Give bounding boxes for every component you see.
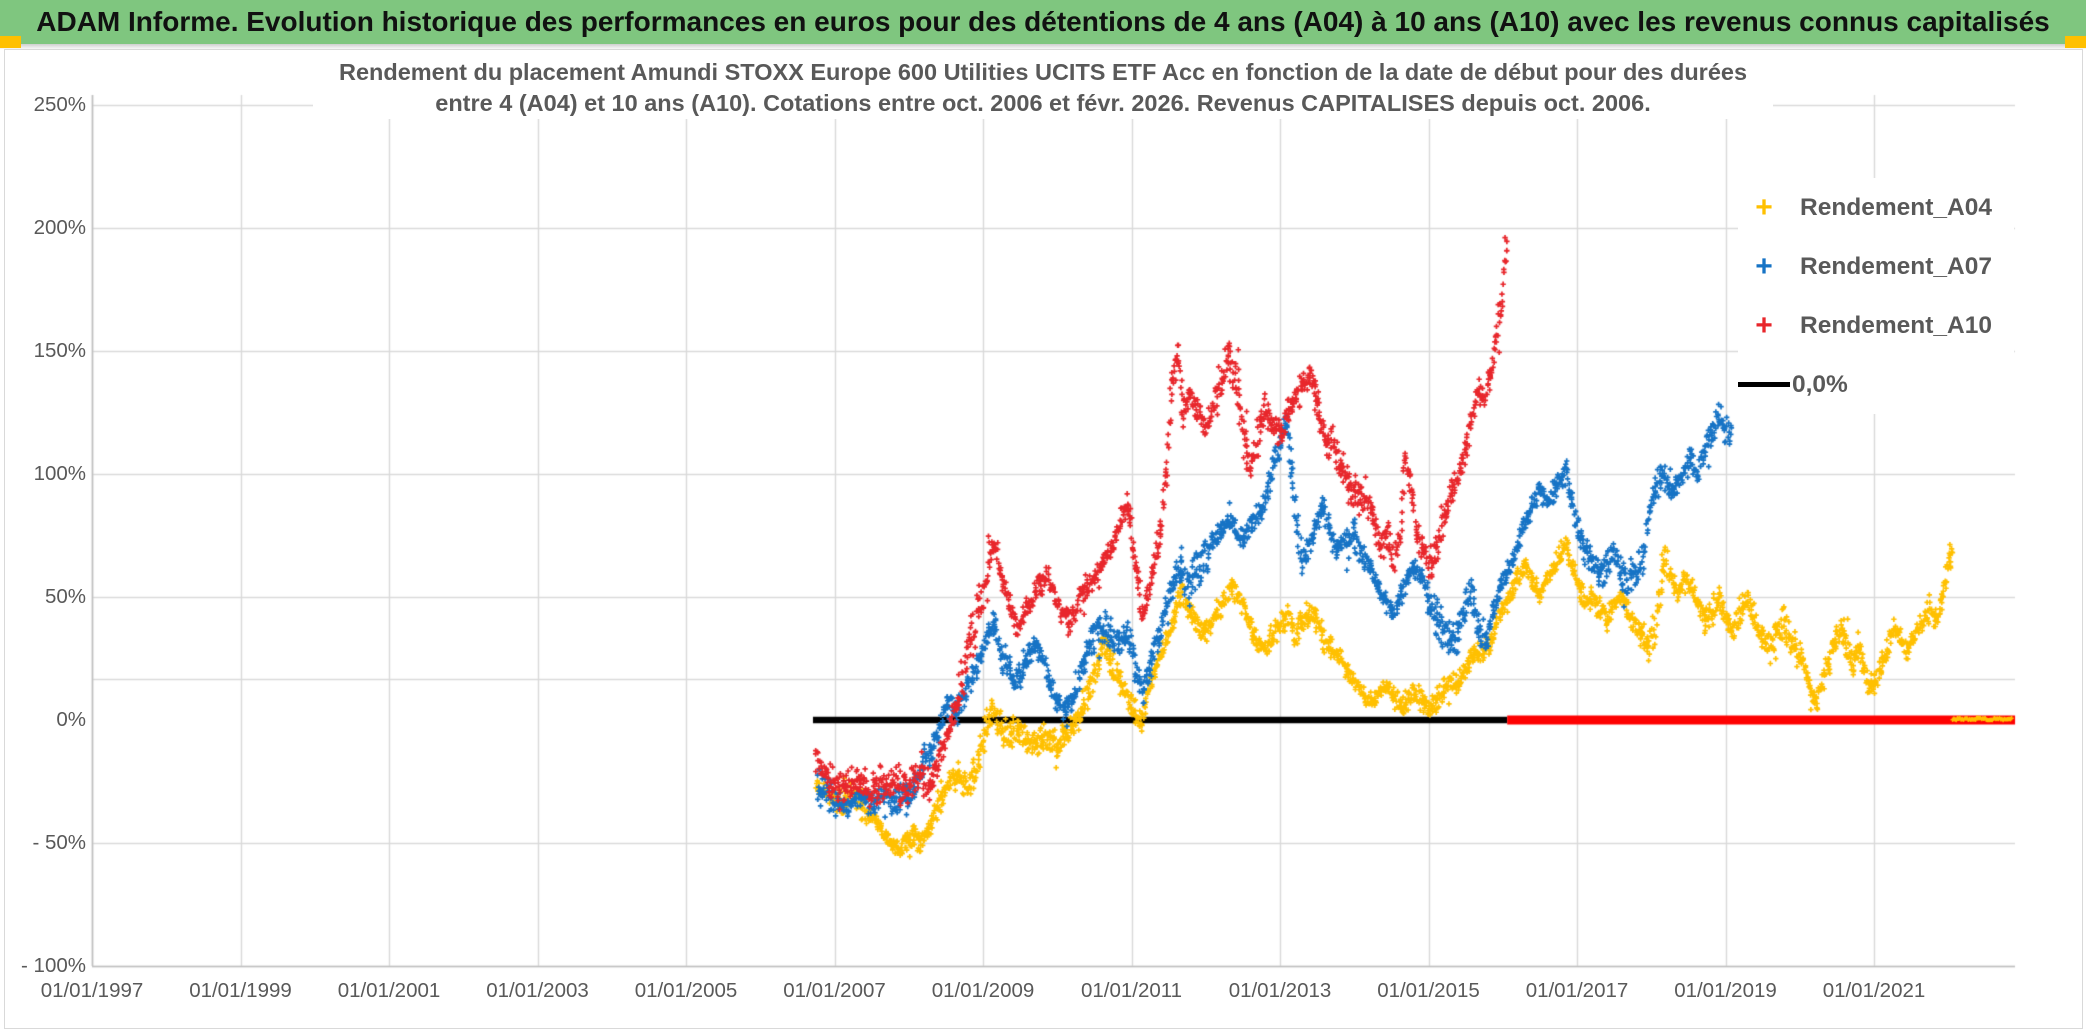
x-axis-tick-label: 01/01/2003	[486, 979, 589, 1002]
right-corner-accent	[2065, 36, 2086, 48]
legend-label: Rendement_A07	[1800, 252, 1992, 280]
y-axis-tick-label: 150%	[33, 339, 86, 362]
legend-label: 0,0%	[1792, 370, 1848, 398]
legend-label: Rendement_A10	[1800, 311, 1992, 339]
legend-item-rendement-a10: + Rendement_A10	[1738, 296, 2014, 355]
plus-marker-icon: +	[1755, 190, 1773, 224]
x-axis-tick-label: 01/01/1997	[40, 979, 144, 1002]
zero-line-legend-icon	[1738, 382, 1790, 387]
left-corner-accent	[0, 36, 21, 48]
legend-item-rendement-a07: + Rendement_A07	[1738, 237, 2014, 296]
x-axis-tick-label: 01/01/2021	[1822, 979, 1926, 1002]
x-axis-tick-label: 01/01/2001	[337, 979, 441, 1002]
x-axis-tick-label: 01/01/2005	[634, 979, 738, 1002]
plus-marker-icon: +	[1755, 308, 1773, 342]
y-axis-tick-label: - 50%	[32, 831, 86, 854]
x-axis-tick-label: 01/01/2009	[931, 979, 1035, 1002]
header-shadow-divider	[0, 44, 2086, 49]
legend-item-0-0-: 0,0%	[1738, 355, 2014, 414]
y-axis-tick-label: 50%	[44, 585, 86, 608]
header-bar: ADAM Informe. Evolution historique des p…	[0, 0, 2086, 44]
x-axis-tick-label: 01/01/1999	[189, 979, 292, 1002]
x-axis-tick-label: 01/01/2011	[1080, 979, 1183, 1002]
y-axis-tick-label: - 100%	[21, 954, 86, 977]
y-axis-tick-label: 200%	[33, 216, 86, 239]
x-axis-tick-label: 01/01/2013	[1228, 979, 1332, 1002]
page-title: ADAM Informe. Evolution historique des p…	[36, 6, 2050, 37]
x-axis-tick-label: 01/01/2017	[1525, 979, 1629, 1002]
y-axis-tick-label: 0%	[56, 708, 86, 731]
chart-title: Rendement du placement Amundi STOXX Euro…	[313, 57, 1773, 119]
legend: + Rendement_A04 + Rendement_A07 + Rendement_A…	[1738, 178, 2014, 414]
legend-item-rendement-a04: + Rendement_A04	[1738, 178, 2014, 237]
legend-label: Rendement_A04	[1800, 193, 1992, 221]
y-axis-tick-label: 100%	[33, 462, 86, 485]
chart-title-line2: entre 4 (A04) et 10 ans (A10). Cotations…	[435, 90, 1651, 116]
chart-title-line1: Rendement du placement Amundi STOXX Euro…	[338, 59, 1748, 85]
y-axis-tick-label: 250%	[33, 93, 86, 116]
plus-marker-icon: +	[1755, 249, 1773, 283]
x-axis-tick-label: 01/01/2007	[783, 979, 886, 1002]
x-axis-tick-label: 01/01/2015	[1377, 979, 1480, 1002]
x-axis-tick-label: 01/01/2019	[1674, 979, 1777, 1002]
